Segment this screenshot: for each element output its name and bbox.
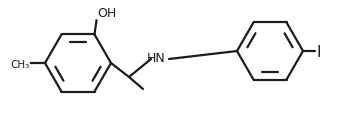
Text: OH: OH [97,7,117,20]
Text: I: I [317,45,322,60]
Text: CH₃: CH₃ [11,59,30,69]
Text: HN: HN [147,52,166,65]
